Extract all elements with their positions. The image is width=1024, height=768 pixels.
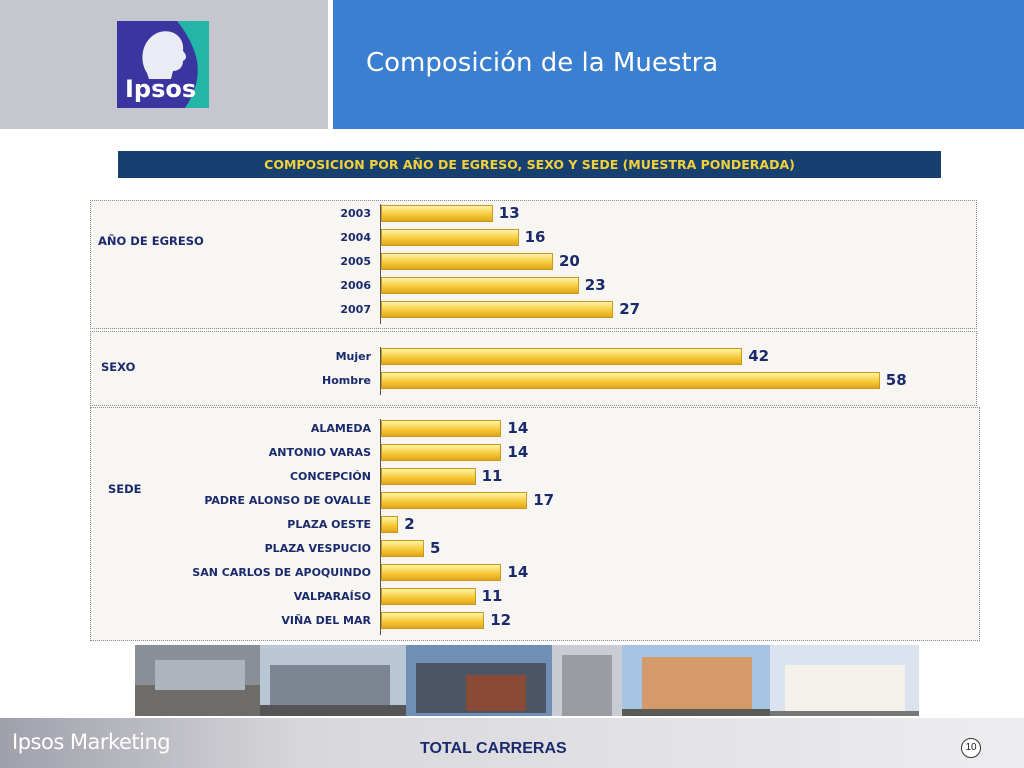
axis-line-2 [380,419,381,635]
category-label: ALAMEDA [310,422,371,435]
axis-line-0 [380,204,381,324]
campus-photo-strip [135,645,919,716]
category-label: ANTONIO VARAS [268,446,371,459]
axis-line-1 [380,347,381,395]
bar [381,492,528,509]
category-label: 2003 [340,207,371,220]
group-label-sexo: SEXO [101,360,136,374]
value-label: 11 [481,467,503,485]
bar [381,540,424,557]
header-right-panel [333,0,1024,129]
bar [381,564,502,581]
category-label: PLAZA OESTE [287,518,371,531]
bar [381,588,476,605]
campus-photo-6 [770,645,919,716]
value-label: 17 [533,491,555,509]
bar [381,444,502,461]
campus-photo-2 [260,645,406,716]
campus-photo-3 [406,645,552,716]
value-label: 42 [748,347,770,365]
footer-brand: Ipsos Marketing [12,730,171,754]
svg-text:Ipsos: Ipsos [125,75,196,103]
panel-sexo [90,331,977,406]
bar [381,205,493,222]
category-label: CONCEPCIÓN [289,470,371,483]
campus-photo-1 [135,645,260,716]
ipsos-logo: Ipsos [117,21,209,108]
category-label: VIÑA DEL MAR [281,614,371,627]
value-label: 11 [481,587,503,605]
value-label: 23 [584,276,606,294]
group-label-anio-egreso: AÑO DE EGRESO [98,234,204,248]
group-label-sede: SEDE [108,482,142,496]
chart-title-bar: COMPOSICION POR AÑO DE EGRESO, SEXO Y SE… [118,151,941,178]
bar [381,372,880,389]
category-label: 2004 [340,231,371,244]
category-label: PLAZA VESPUCIO [264,542,371,555]
bar [381,516,399,533]
value-label: 2 [404,515,415,533]
category-label: SAN CARLOS DE APOQUINDO [192,566,371,579]
value-label: 16 [524,228,546,246]
bar [381,468,476,485]
bar [381,348,743,365]
value-label: 20 [559,252,580,270]
campus-photo-4 [552,645,622,716]
category-label: Hombre [322,374,371,387]
footer-bar [0,718,1024,768]
category-label: Mujer [335,350,371,363]
bar [381,229,519,246]
category-label: 2006 [340,279,371,292]
page-number: 10 [961,738,981,758]
campus-photo-5 [622,645,770,716]
value-label: 5 [430,539,441,557]
value-label: 58 [885,371,907,389]
category-label: 2005 [340,255,371,268]
category-label: PADRE ALONSO DE OVALLE [204,494,371,507]
bar [381,420,502,437]
value-label: 14 [507,419,529,437]
value-label: 14 [507,443,529,461]
panel-sede [90,407,980,641]
value-label: 14 [507,563,529,581]
page-title: Composición de la Muestra [366,48,719,78]
value-label: 12 [490,611,512,629]
value-label: 13 [498,204,520,222]
footer-title: TOTAL CARRERAS [420,740,567,757]
category-label: 2007 [340,303,371,316]
value-label: 27 [619,300,641,318]
bar [381,277,579,294]
bar [381,253,553,270]
category-label: VALPARAÍSO [293,590,371,603]
bar [381,612,485,629]
bar [381,301,614,318]
